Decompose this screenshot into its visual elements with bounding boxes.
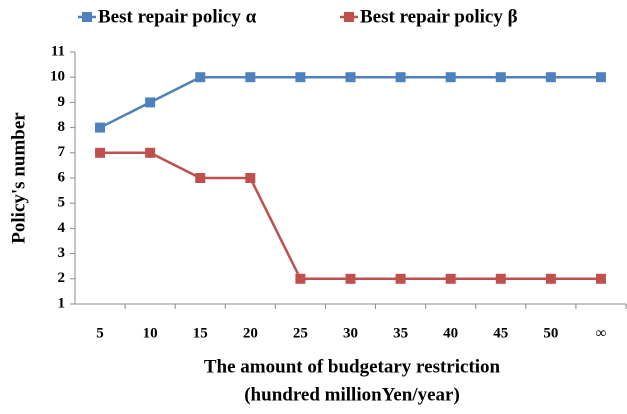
y-tick-label: 10	[50, 69, 65, 85]
x-tick-label: 5	[96, 325, 104, 341]
legend-marker	[82, 12, 92, 22]
x-tick-label: 35	[393, 325, 408, 341]
x-tick-label: 15	[193, 325, 208, 341]
x-tick-label: 45	[493, 325, 508, 341]
point	[345, 72, 356, 83]
point	[395, 273, 406, 284]
x-tick-label: 40	[443, 325, 458, 341]
x-tick-label: 30	[343, 325, 358, 341]
x-tick-label: 50	[543, 325, 558, 341]
y-axis-label: Policy's number	[8, 112, 29, 244]
series-line	[99, 75, 601, 129]
x-tick-label: 10	[143, 325, 158, 341]
point	[245, 173, 256, 183]
point	[95, 147, 106, 158]
point	[345, 273, 356, 284]
point	[545, 273, 556, 284]
point	[245, 72, 256, 83]
point	[545, 72, 556, 83]
y-tick-label: 9	[58, 94, 66, 110]
y-tick-label: 11	[51, 43, 65, 59]
x-tick-label: 20	[243, 325, 258, 341]
legend-label: Best repair policy α	[98, 6, 257, 27]
point	[495, 273, 506, 284]
x-axis-label: (hundred millionYen/year)	[244, 384, 460, 405]
y-tick-label: 2	[58, 270, 66, 286]
point	[95, 122, 106, 133]
point	[395, 72, 406, 83]
x-tick-label: ∞	[596, 325, 607, 341]
series-line	[100, 151, 601, 281]
legend-marker	[344, 12, 354, 22]
point	[195, 72, 206, 83]
x-axis-label: The amount of budgetary restriction	[204, 356, 501, 377]
y-tick-label: 3	[58, 245, 66, 261]
y-tick-label: 1	[58, 295, 66, 311]
y-tick-label: 6	[58, 169, 66, 185]
y-tick-label: 8	[58, 119, 66, 135]
point	[145, 147, 156, 158]
point	[445, 72, 456, 83]
point	[445, 273, 456, 284]
point	[145, 97, 156, 108]
point	[595, 273, 606, 284]
legend-label: Best repair policy β	[360, 6, 518, 27]
y-tick-label: 5	[58, 195, 66, 211]
y-tick-label: 4	[58, 220, 66, 236]
point	[295, 273, 306, 284]
point	[195, 173, 206, 183]
point	[495, 72, 506, 83]
point	[595, 72, 606, 83]
y-tick-label: 7	[58, 144, 66, 160]
point	[295, 72, 306, 83]
x-tick-label: 25	[293, 325, 308, 341]
